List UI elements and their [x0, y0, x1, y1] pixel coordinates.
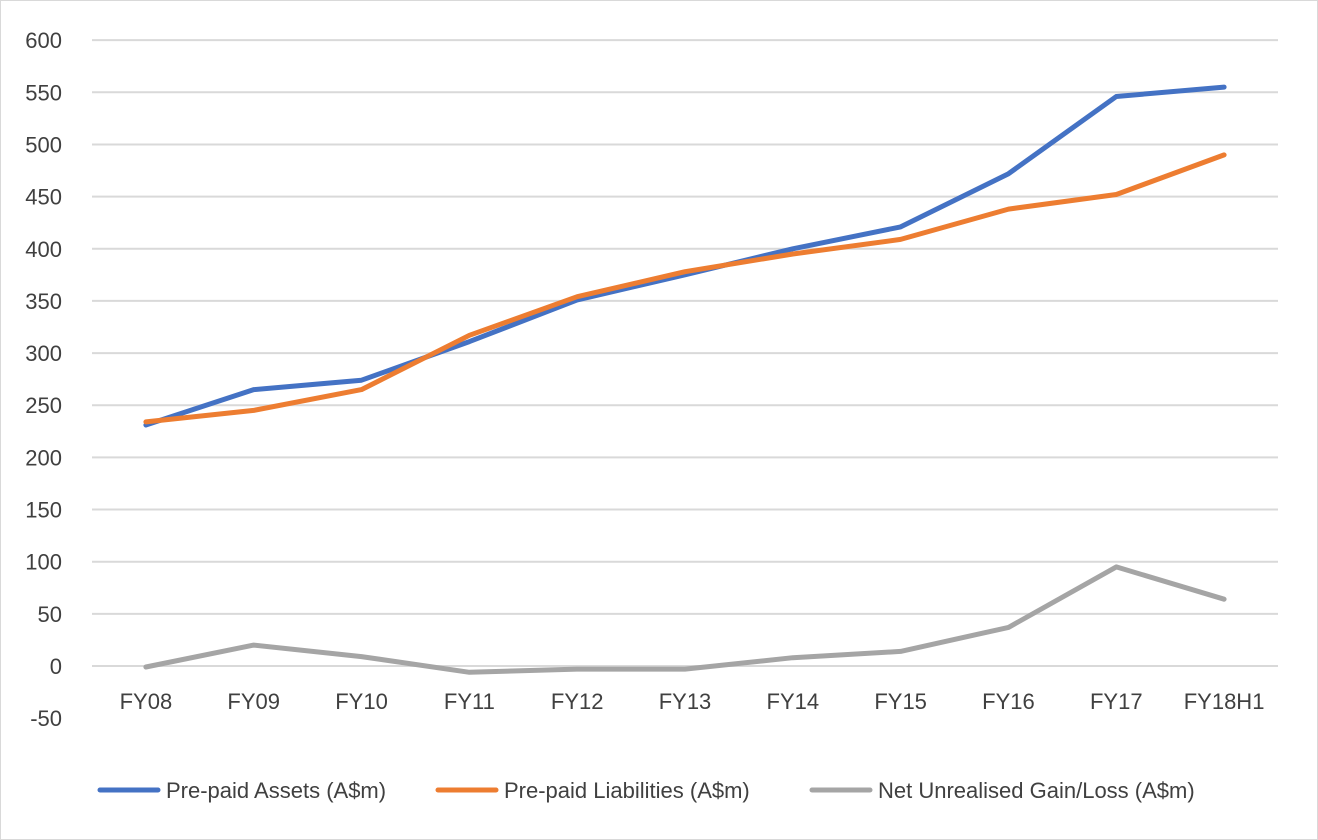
x-tick-label: FY16: [982, 689, 1035, 714]
y-tick-label: 50: [38, 602, 62, 627]
y-tick-label: 500: [25, 132, 62, 157]
series-line-2: [143, 152, 1227, 425]
x-tick-label: FY13: [659, 689, 712, 714]
y-tick-label: 250: [25, 393, 62, 418]
x-tick-label: FY18H1: [1184, 689, 1265, 714]
x-tick-label: FY10: [335, 689, 388, 714]
legend-label: Net Unrealised Gain/Loss (A$m): [878, 778, 1195, 803]
legend: Pre-paid Assets (A$m) Pre-paid Liabilitie…: [97, 778, 1195, 803]
x-tick-label: FY11: [444, 689, 495, 714]
series-line-1: [143, 84, 1227, 428]
x-tick-label: FY09: [227, 689, 280, 714]
y-tick-label: 400: [25, 237, 62, 262]
y-tick-label: -50: [30, 706, 62, 731]
x-tick-label: FY08: [120, 689, 173, 714]
x-axis-tick-labels: FY08 FY09 FY10 FY11 FY12 FY13 FY14 FY15 FY16 FY17…: [120, 689, 1265, 714]
x-tick-label: FY17: [1090, 689, 1143, 714]
legend-label: Pre-paid Liabilities (A$m): [504, 778, 750, 803]
y-tick-label: 550: [25, 80, 62, 105]
gridlines: [92, 39, 1278, 667]
y-tick-label: 300: [25, 341, 62, 366]
y-tick-label: 200: [25, 445, 62, 470]
x-tick-label: FY15: [874, 689, 927, 714]
series-line-3: [143, 564, 1227, 675]
series-lines: [143, 84, 1227, 675]
y-tick-label: 0: [50, 654, 62, 679]
legend-label: Pre-paid Assets (A$m): [166, 778, 386, 803]
y-tick-label: 350: [25, 289, 62, 314]
y-tick-label: 100: [25, 550, 62, 575]
y-tick-label: 450: [25, 185, 62, 210]
x-tick-label: FY14: [767, 689, 820, 714]
y-tick-label: 600: [25, 28, 62, 53]
y-tick-label: 150: [25, 498, 62, 523]
x-tick-label: FY12: [551, 689, 604, 714]
